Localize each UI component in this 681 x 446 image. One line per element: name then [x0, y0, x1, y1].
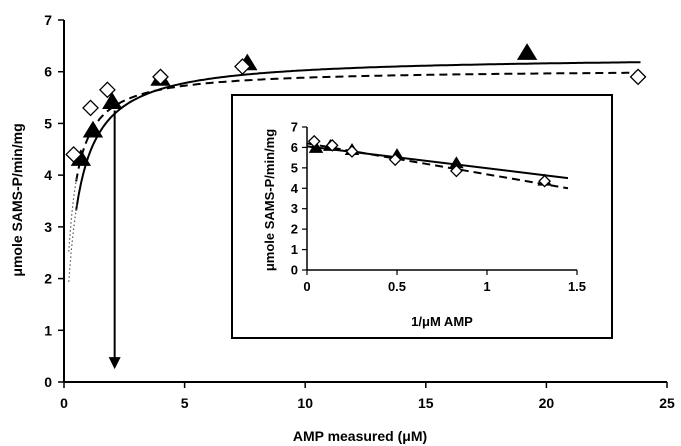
data-point-diamond: [152, 68, 169, 86]
inset-point-diamond: [307, 134, 321, 148]
main-x-tick-label: 20: [539, 395, 555, 411]
fit-extrapolation-dotted: [68, 175, 78, 252]
data-point-triangle: [102, 92, 123, 110]
inset-x-tick-label: 0: [303, 279, 310, 294]
data-point-diamond: [65, 146, 83, 163]
data-point-diamond: [98, 81, 116, 99]
inset-y-tick-label: 7: [291, 120, 298, 135]
inset-point-diamond: [325, 138, 339, 152]
inset-x-axis-title: 1/μM AMP: [411, 314, 473, 329]
main-y-tick-label: 4: [44, 167, 52, 183]
fit-extrapolation-dotted: [68, 204, 78, 282]
main-y-tick-label: 1: [44, 322, 52, 338]
data-point-triangle: [82, 120, 104, 138]
data-point-diamond: [234, 58, 251, 75]
fit-line-solid: [75, 61, 641, 211]
inset-x-tick-label: 1: [483, 279, 490, 294]
inset-y-tick-label: 2: [291, 222, 298, 237]
inset-x-tick-label: 1.5: [568, 279, 586, 294]
data-point-diamond: [629, 68, 647, 86]
annotation-arrow-head: [108, 357, 121, 370]
inset-y-tick-label: 4: [291, 181, 299, 196]
main-y-tick-label: 0: [44, 374, 52, 390]
main-y-axis-title: μmole SAMS-P/min/mg: [9, 123, 25, 276]
inset-point-diamond: [538, 174, 552, 188]
inset-point-diamond: [345, 145, 359, 158]
main-y-tick-label: 3: [44, 219, 52, 235]
inset-y-tick-label: 3: [291, 201, 298, 216]
inset-point-diamond: [449, 164, 463, 178]
main-y-tick-label: 2: [44, 271, 52, 287]
main-x-tick-label: 5: [181, 395, 189, 411]
inset-x-tick-label: 0.5: [388, 279, 406, 294]
inset-point-diamond: [388, 153, 402, 167]
inset-y-tick-label: 1: [291, 242, 298, 257]
main-y-tick-label: 6: [44, 64, 52, 80]
main-x-axis-title: AMP measured (μM): [293, 428, 427, 444]
main-y-tick-label: 7: [44, 12, 52, 28]
inset-y-tick-label: 0: [291, 263, 298, 278]
fit-line-dashed: [75, 71, 641, 182]
main-x-tick-label: 0: [60, 395, 68, 411]
inset-y-tick-label: 6: [291, 140, 298, 155]
data-point-diamond: [82, 99, 99, 117]
inset-point-triangle: [308, 141, 324, 153]
main-y-tick-label: 5: [44, 115, 52, 131]
data-point-triangle: [516, 43, 538, 60]
main-x-tick-label: 15: [418, 395, 434, 411]
inset-y-axis-title: μmole SAMS-P/min/mg: [262, 129, 277, 271]
main-x-tick-label: 25: [659, 395, 675, 411]
inset-y-tick-label: 5: [291, 160, 298, 175]
inset-frame: [231, 94, 613, 339]
main-x-tick-label: 10: [297, 395, 313, 411]
